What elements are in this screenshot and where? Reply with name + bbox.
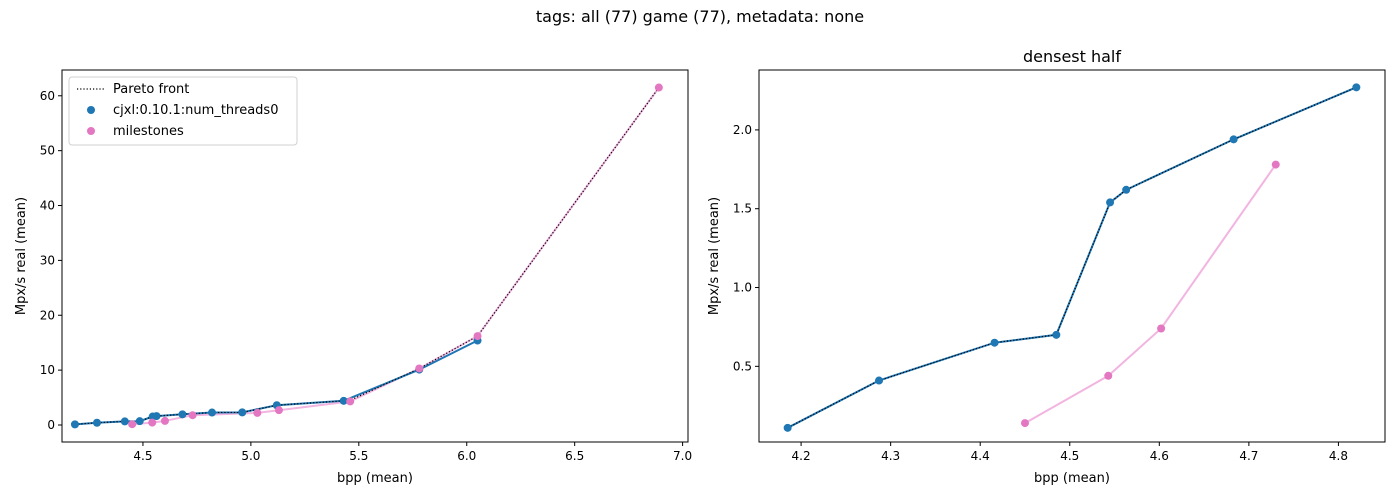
- left-chart-legend: Pareto front cjxl:0.10.1:num_threads0mile…: [68, 76, 298, 146]
- right-chart-ytick-label: 0.5: [733, 359, 752, 373]
- right-chart-pareto-front-line: [787, 86, 1357, 429]
- left-chart-milestone-point: [473, 332, 482, 341]
- right-chart: densest half bpp (mean) Mpx/s real (mean…: [707, 47, 1386, 486]
- legend-entry-label: Pareto front: [113, 82, 189, 97]
- left-chart-milestone-point: [128, 420, 137, 429]
- right-chart-cjxl-point: [1352, 83, 1361, 92]
- left-chart-cjxl-point: [152, 412, 161, 421]
- right-chart-xtick-label: 4.2: [792, 449, 811, 463]
- right-chart-ylabel: Mpx/s real (mean): [707, 197, 722, 315]
- right-chart-xtick-label: 4.6: [1150, 449, 1169, 463]
- left-chart-milestone-point: [253, 408, 262, 417]
- legend-marker-swatch: [87, 106, 95, 114]
- right-chart-milestone-point: [1271, 160, 1280, 169]
- right-chart-milestone-point: [1157, 324, 1166, 333]
- right-chart-xtick-label: 4.7: [1239, 449, 1258, 463]
- left-chart-xtick-label: 6.5: [565, 449, 584, 463]
- left-chart-ytick-label: 10: [40, 363, 55, 377]
- right-chart-cjxl-point: [875, 376, 884, 385]
- right-chart-ytick-label: 1.5: [733, 202, 752, 216]
- right-chart-milestone-point: [1020, 419, 1029, 428]
- left-chart-cjxl-point: [135, 417, 144, 426]
- right-chart-axes-frame: [758, 69, 1386, 443]
- left-chart: bpp (mean) Mpx/s real (mean) 4.5 5.0 5.5 6.…: [14, 69, 692, 486]
- left-chart-xlabel: bpp (mean): [337, 471, 413, 486]
- legend-marker-swatch: [87, 127, 95, 135]
- right-chart-cjxl-point: [783, 423, 792, 432]
- left-chart-milestone-point: [346, 397, 355, 406]
- left-chart-ytick-label: 60: [40, 89, 55, 103]
- left-chart-cjxl-point: [339, 396, 348, 405]
- left-chart-cjxl-point: [120, 417, 129, 426]
- legend-entry-label: cjxl:0.10.1:num_threads0: [113, 103, 278, 118]
- right-chart-xtick-label: 4.5: [1060, 449, 1079, 463]
- left-chart-xtick-label: 5.5: [349, 449, 368, 463]
- left-chart-axes-frame: [61, 69, 689, 443]
- left-chart-ytick-label: 20: [40, 308, 55, 322]
- left-chart-milestone-point: [148, 418, 157, 427]
- left-chart-ytick-label: 40: [40, 199, 55, 213]
- right-chart-cjxl-point: [1106, 198, 1115, 207]
- right-chart-xtick-label: 4.4: [971, 449, 990, 463]
- left-chart-xtick-label: 4.5: [133, 449, 152, 463]
- left-chart-ytick-label: 30: [40, 253, 55, 267]
- left-chart-ytick-label: 0: [47, 418, 55, 432]
- right-chart-title: densest half: [1023, 47, 1121, 66]
- left-chart-cjxl-point: [178, 410, 187, 419]
- left-chart-milestone-point: [654, 83, 663, 92]
- right-chart-cjxl-line: [787, 86, 1357, 429]
- right-chart-cjxl-point: [1052, 330, 1061, 339]
- left-chart-xtick-label: 5.0: [241, 449, 260, 463]
- left-chart-milestone-point: [188, 411, 197, 420]
- left-chart-milestones-line: [132, 87, 660, 426]
- left-chart-milestone-point: [274, 406, 283, 415]
- left-chart-cjxl-point: [70, 420, 79, 429]
- right-chart-cjxl-point: [1122, 185, 1131, 194]
- right-chart-cjxl-point: [1229, 135, 1238, 144]
- left-chart-xtick-label: 7.0: [673, 449, 692, 463]
- right-chart-cjxl-point: [990, 338, 999, 347]
- left-chart-ylabel: Mpx/s real (mean): [14, 197, 29, 315]
- right-chart-xlabel: bpp (mean): [1034, 471, 1110, 486]
- left-chart-cjxl-point: [208, 408, 217, 417]
- left-chart-ytick-label: 50: [40, 144, 55, 158]
- right-chart-xtick-label: 4.8: [1329, 449, 1348, 463]
- right-chart-ytick-label: 2.0: [733, 123, 752, 137]
- right-chart-ytick-label: 1.0: [733, 281, 752, 295]
- legend-entry-label: milestones: [113, 124, 184, 139]
- left-chart-cjxl-point: [92, 418, 101, 427]
- right-chart-milestone-point: [1104, 371, 1113, 380]
- left-chart-milestone-point: [415, 364, 424, 373]
- left-chart-cjxl-point: [238, 408, 247, 417]
- left-chart-xtick-label: 6.0: [457, 449, 476, 463]
- right-chart-milestones-line: [1024, 164, 1277, 424]
- figure-suptitle: tags: all (77) game (77), metadata: none: [535, 7, 865, 26]
- left-chart-milestone-point: [160, 416, 169, 425]
- legend-frame: [68, 76, 298, 146]
- right-chart-xtick-label: 4.3: [881, 449, 900, 463]
